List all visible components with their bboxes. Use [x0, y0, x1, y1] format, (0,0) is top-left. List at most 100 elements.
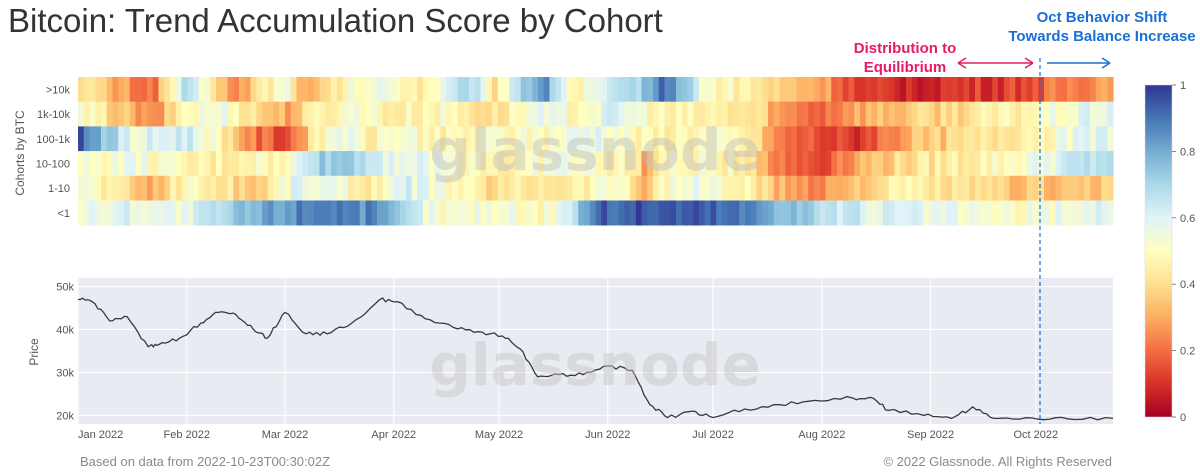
heatmap-cell [693, 101, 700, 127]
heatmap-cell [342, 77, 349, 102]
heatmap-row [78, 151, 1114, 177]
heatmap-cell [911, 151, 919, 177]
heatmap-cell [745, 200, 752, 226]
heatmap-cell [141, 200, 148, 226]
heatmap-cell [929, 77, 936, 102]
heatmap-cell [842, 101, 850, 127]
heatmap-cell [474, 200, 482, 226]
heatmap-cell [112, 151, 119, 177]
price-xtick-label: Mar 2022 [262, 429, 308, 441]
heatmap-cell [779, 151, 786, 177]
heatmap-cell [233, 200, 240, 226]
heatmap-cell [394, 200, 401, 226]
heatmap-cell [589, 77, 597, 102]
heatmap-cell [779, 77, 786, 102]
heatmap-cell [1032, 151, 1039, 177]
heatmap-cell [486, 151, 493, 177]
heatmap-cell [854, 175, 861, 201]
heatmap-cell [296, 77, 303, 102]
heatmap-cell [589, 175, 597, 201]
heatmap-cell [814, 101, 821, 127]
heatmap-cell [687, 126, 694, 152]
heatmap-cell [1078, 77, 1085, 102]
heatmap-cell [963, 126, 970, 152]
heatmap-cell [647, 175, 654, 201]
heatmap-cell [842, 77, 850, 102]
heatmap-cell [1090, 77, 1097, 102]
heatmap-cell [1021, 101, 1028, 127]
heatmap-cell [302, 200, 309, 226]
heatmap-cell [193, 200, 200, 226]
footer-copyright: © 2022 Glassnode. All Rights Reserved [883, 454, 1112, 469]
heatmap-cell [308, 101, 315, 127]
heatmap-row-label: >10k [46, 84, 71, 96]
heatmap-cell [273, 200, 280, 226]
heatmap-cell [1072, 200, 1080, 226]
heatmap-cell [745, 175, 752, 201]
heatmap-cell [382, 151, 390, 177]
heatmap-cell [388, 101, 395, 127]
heatmap-cell [377, 175, 384, 201]
heatmap-cell [980, 175, 988, 201]
heatmap-cell [405, 77, 413, 102]
heatmap-cell [773, 200, 781, 226]
heatmap-cell [1107, 101, 1114, 127]
heatmap-cell [917, 101, 924, 127]
heatmap-cell [210, 77, 217, 102]
heatmap-cell [147, 101, 154, 127]
heatmap-cell [607, 200, 614, 226]
heatmap-cell [664, 101, 671, 127]
heatmap-cell [825, 151, 832, 177]
heatmap-cell [221, 126, 229, 152]
heatmap-cell [693, 175, 700, 201]
price-xtick-label: Feb 2022 [164, 429, 210, 441]
heatmap-cell [204, 77, 211, 102]
heatmap-cell [940, 126, 947, 152]
heatmap-cell [883, 126, 890, 152]
heatmap-cell [808, 77, 815, 102]
heatmap-cell [768, 126, 775, 152]
heatmap-cell [871, 77, 878, 102]
heatmap-cell [1090, 101, 1097, 127]
heatmap-cell [227, 101, 234, 127]
heatmap-cell [871, 175, 878, 201]
heatmap-cell [1061, 77, 1068, 102]
heatmap-cell [400, 200, 407, 226]
heatmap-cell [923, 77, 930, 102]
heatmap-cell [1101, 101, 1108, 127]
heatmap-cell [463, 77, 470, 102]
heatmap-cell [216, 175, 223, 201]
heatmap-cell [198, 151, 206, 177]
heatmap-cell [267, 200, 275, 226]
heatmap-cell [302, 151, 309, 177]
heatmap-cell [1038, 200, 1045, 226]
heatmap-cell [198, 77, 206, 102]
heatmap-cell [601, 151, 608, 177]
heatmap-cell [998, 151, 1005, 177]
price-xtick-label: Jul 2022 [692, 429, 734, 441]
heatmap-cell [216, 200, 223, 226]
heatmap-cell [262, 101, 269, 127]
heatmap-cell [417, 151, 424, 177]
heatmap-cell [664, 126, 671, 152]
heatmap-cell [290, 101, 298, 127]
heatmap-cell [601, 101, 608, 127]
heatmap-cell [83, 77, 91, 102]
heatmap-cell [929, 175, 936, 201]
heatmap-cell [520, 151, 528, 177]
heatmap-cell [693, 77, 700, 102]
heatmap-cell [423, 151, 430, 177]
heatmap-cell [722, 126, 729, 152]
heatmap-cell [129, 175, 137, 201]
heatmap-cell [89, 200, 96, 226]
heatmap-cell [796, 126, 804, 152]
heatmap-cell [1084, 200, 1091, 226]
heatmap-cell [423, 175, 430, 201]
heatmap-cell [831, 200, 838, 226]
heatmap-cell [601, 200, 608, 226]
heatmap-cell [687, 200, 694, 226]
heatmap-cell [331, 175, 338, 201]
heatmap-cell [336, 200, 344, 226]
heatmap-cell [538, 200, 545, 226]
heatmap-cell [923, 126, 930, 152]
